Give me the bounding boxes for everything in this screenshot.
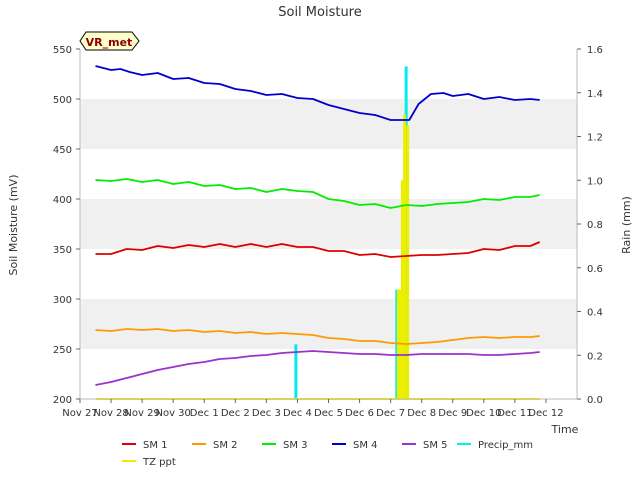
x-tick-label: Nov 27 [62, 408, 97, 419]
y-tick-label: 300 [53, 295, 72, 306]
precip-bar [294, 344, 298, 399]
x-tick-label: Dec 10 [466, 408, 501, 419]
series-line-sm-1 [95, 241, 541, 258]
site-badge: VR_met [79, 31, 140, 51]
y2-tick-label: 0.6 [587, 264, 603, 275]
site-badge-box [79, 31, 140, 51]
x-tick-label: Dec 2 [221, 408, 250, 419]
x-tick-label: Nov 30 [155, 408, 190, 419]
y2-tick-label: 0.0 [587, 395, 603, 406]
x-tick-label: Nov 28 [93, 408, 128, 419]
plot-band [80, 99, 577, 149]
tick-labels: 200 250 300 350 400 450 500 550 0.0 0.2 0.4 0.6 0.8 1… [53, 45, 603, 419]
legend-label: TZ ppt [142, 457, 176, 468]
y-tick-label: 400 [53, 195, 72, 206]
y-tick-label: 200 [53, 395, 72, 406]
legend-item: SM 3 [262, 440, 308, 451]
precip-bar [404, 66, 408, 399]
legend-label: Precip_mm [478, 440, 533, 451]
y-tick-label: 250 [53, 345, 72, 356]
series-lines [95, 65, 541, 386]
y2-tick-label: 0.8 [587, 220, 603, 231]
legend: SM 1 SM 2 SM 3 SM 4 SM 5 Precip_mm TZ ppt [122, 440, 533, 468]
x-tick-label: Dec 8 [407, 408, 436, 419]
y2-tick-label: 0.4 [587, 308, 603, 319]
plot-band [80, 299, 577, 349]
legend-item: TZ ppt [122, 457, 176, 468]
y-tick-label: 450 [53, 145, 72, 156]
legend-label: SM 2 [213, 440, 238, 451]
legend-label: SM 1 [143, 440, 168, 451]
x-tick-label: Dec 1 [190, 408, 219, 419]
series-line-sm-5 [95, 350, 540, 386]
precip-bar [395, 289, 399, 399]
x-tick-label: Dec 3 [252, 408, 281, 419]
tz-ppt-bar [406, 125, 410, 399]
y2-axis-label: Rain (mm) [620, 196, 633, 254]
x-tick-label: Dec 7 [376, 408, 405, 419]
y2-tick-label: 1.6 [587, 45, 603, 56]
x-tick-label: Dec 6 [345, 408, 374, 419]
legend-item: SM 1 [122, 440, 168, 451]
y-tick-label: 350 [53, 245, 72, 256]
y2-tick-label: 1.0 [587, 176, 603, 187]
y2-tick-label: 1.4 [587, 89, 603, 100]
series-line-sm-2 [95, 328, 540, 345]
y-axis-label: Soil Moisture (mV) [7, 175, 20, 276]
series-line-sm-3 [95, 178, 540, 209]
y-tick-label: 500 [53, 95, 72, 106]
legend-item: SM 2 [192, 440, 238, 451]
plot-bands [80, 49, 577, 399]
site-badge-label: VR_met [86, 36, 133, 49]
x-tick-label: Dec 12 [528, 408, 563, 419]
y2-tick-label: 0.2 [587, 351, 603, 362]
chart-title: Soil Moisture [278, 5, 362, 20]
legend-label: SM 4 [353, 440, 378, 451]
plot-band [80, 199, 577, 249]
tz-ppt-bar [400, 180, 404, 399]
legend-label: SM 3 [283, 440, 308, 451]
y2-tick-label: 1.2 [587, 133, 603, 144]
x-tick-label: Nov 29 [124, 408, 159, 419]
legend-item: Precip_mm [457, 440, 533, 451]
legend-label: SM 5 [423, 440, 448, 451]
x-tick-label: Dec 9 [438, 408, 467, 419]
y-tick-label: 550 [53, 45, 72, 56]
series-line-sm-4 [95, 65, 540, 121]
legend-item: SM 5 [402, 440, 448, 451]
legend-item: SM 4 [332, 440, 378, 451]
x-axis-label: Time [551, 423, 579, 436]
x-tick-label: Dec 11 [497, 408, 532, 419]
x-tick-label: Dec 4 [283, 408, 312, 419]
x-tick-label: Dec 5 [314, 408, 343, 419]
